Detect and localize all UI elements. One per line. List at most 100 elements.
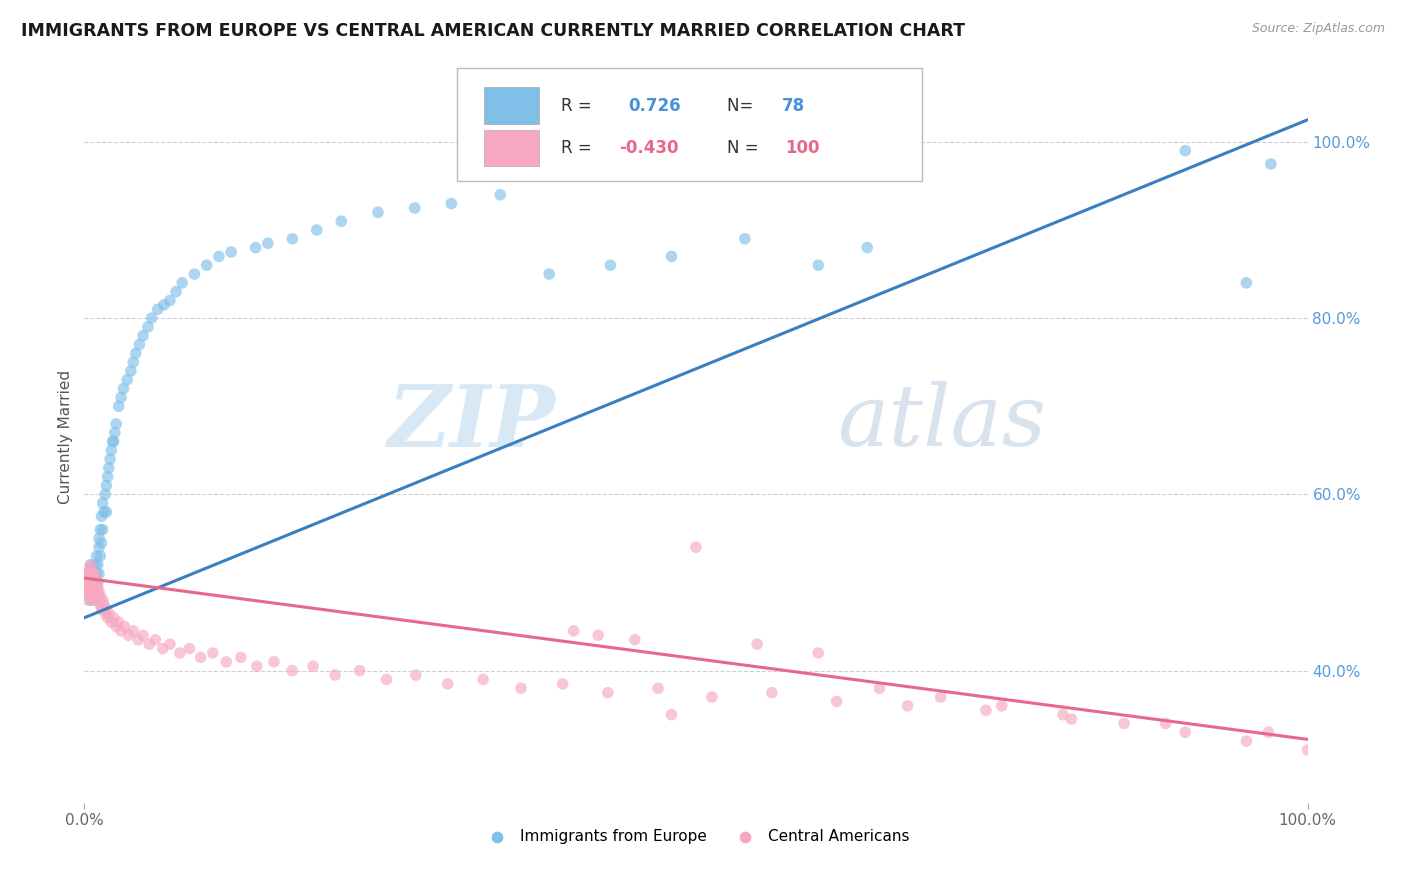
Point	[98, 452, 121, 467]
Point	[87, 589, 110, 603]
Point	[141, 311, 163, 326]
Point	[1154, 716, 1177, 731]
Point	[83, 566, 105, 581]
Point	[76, 584, 98, 599]
Point	[87, 566, 110, 581]
Point	[80, 566, 103, 581]
Point	[375, 673, 398, 687]
Point	[974, 703, 997, 717]
Point	[86, 566, 108, 581]
Point	[647, 681, 669, 696]
Point	[1296, 743, 1319, 757]
Point	[91, 523, 114, 537]
Point	[122, 624, 145, 638]
Point	[215, 655, 238, 669]
Point	[263, 655, 285, 669]
Point	[128, 337, 150, 351]
Point	[77, 584, 100, 599]
Point	[94, 607, 117, 621]
Point	[79, 558, 101, 572]
Point	[87, 558, 110, 572]
Y-axis label: Currently Married: Currently Married	[58, 370, 73, 504]
Text: ZIP: ZIP	[388, 381, 555, 464]
Point	[246, 659, 269, 673]
Text: N =: N =	[727, 139, 763, 157]
Point	[80, 575, 103, 590]
Point	[661, 249, 683, 263]
Point	[136, 320, 159, 334]
Point	[79, 566, 101, 581]
Point	[122, 355, 145, 369]
Point	[105, 619, 128, 633]
Point	[103, 611, 125, 625]
Point	[82, 593, 104, 607]
Point	[761, 686, 783, 700]
Point	[79, 575, 101, 590]
Point	[807, 258, 830, 272]
Point	[110, 624, 132, 638]
Text: -0.430: -0.430	[619, 139, 679, 157]
Text: Source: ZipAtlas.com: Source: ZipAtlas.com	[1251, 22, 1385, 36]
Point	[82, 571, 104, 585]
Point	[661, 707, 683, 722]
Point	[87, 580, 110, 594]
Point	[179, 641, 201, 656]
Point	[84, 589, 107, 603]
Text: R =: R =	[561, 96, 598, 115]
Point	[330, 214, 353, 228]
Point	[79, 566, 101, 581]
Point	[100, 615, 122, 629]
Point	[89, 549, 111, 563]
Point	[856, 241, 879, 255]
Text: 100: 100	[786, 139, 820, 157]
Point	[112, 382, 135, 396]
Point	[132, 328, 155, 343]
Point	[489, 187, 512, 202]
FancyBboxPatch shape	[484, 130, 540, 167]
Point	[105, 417, 128, 431]
Point	[127, 632, 149, 647]
Point	[897, 698, 920, 713]
Point	[1260, 157, 1282, 171]
Point	[80, 584, 103, 599]
Point	[93, 505, 115, 519]
Point	[405, 668, 427, 682]
Point	[79, 584, 101, 599]
Point	[138, 637, 160, 651]
Point	[208, 249, 231, 263]
Point	[82, 571, 104, 585]
Point	[97, 607, 120, 621]
Point	[103, 434, 125, 449]
Point	[190, 650, 212, 665]
Point	[323, 668, 346, 682]
Point	[1174, 725, 1197, 739]
Point	[79, 593, 101, 607]
Point	[89, 589, 111, 603]
Point	[183, 267, 205, 281]
Point	[219, 245, 242, 260]
Point	[90, 536, 112, 550]
Point	[94, 487, 117, 501]
Point	[82, 580, 104, 594]
Point	[132, 628, 155, 642]
Point	[76, 566, 98, 581]
Point	[83, 566, 105, 581]
Point	[472, 673, 495, 687]
Text: atlas: atlas	[837, 381, 1046, 464]
Point	[87, 532, 110, 546]
Point	[87, 575, 110, 590]
Point	[87, 584, 110, 599]
Point	[869, 681, 891, 696]
Point	[77, 566, 100, 581]
Point	[159, 637, 181, 651]
Point	[440, 196, 463, 211]
Point	[807, 646, 830, 660]
Point	[96, 505, 118, 519]
Point	[83, 584, 105, 599]
Point	[143, 632, 166, 647]
Point	[281, 664, 304, 678]
Point	[77, 575, 100, 590]
Point	[1236, 276, 1258, 290]
Point	[86, 575, 108, 590]
Point	[79, 584, 101, 599]
